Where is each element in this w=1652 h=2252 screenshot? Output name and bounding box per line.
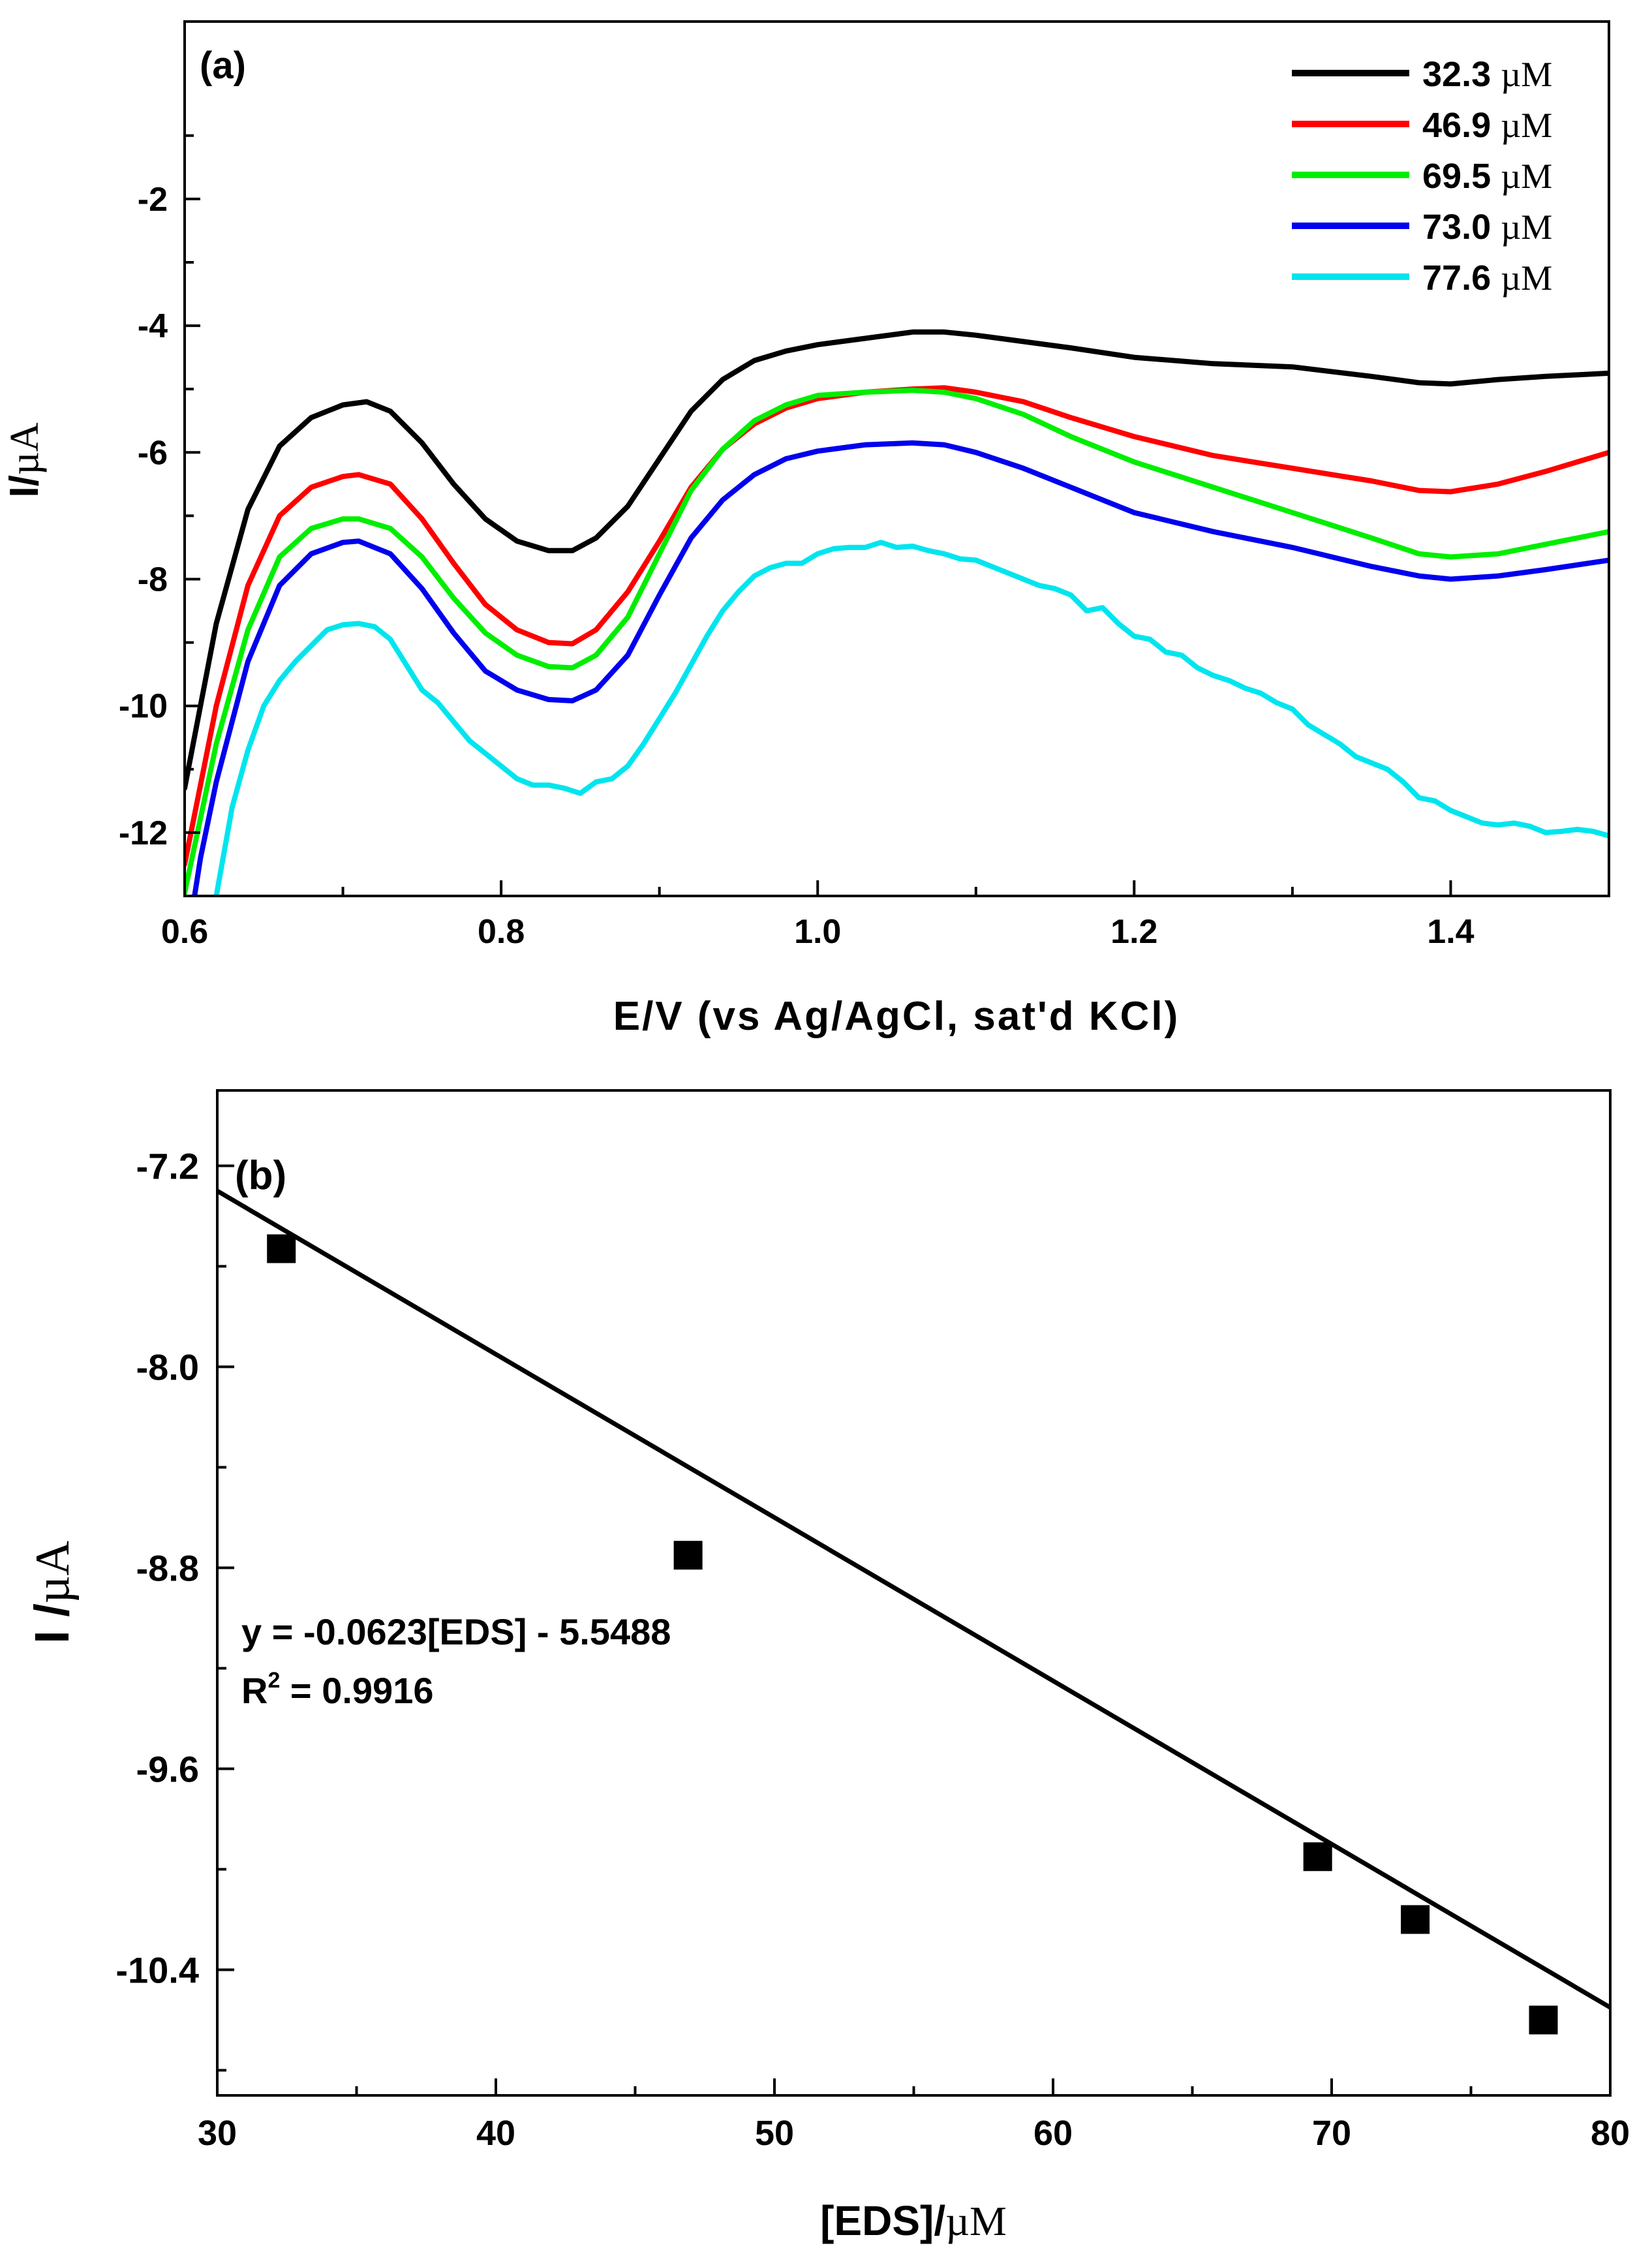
panel-b-series-group: [217, 1188, 1610, 2035]
panel-b-axes: 30 40 50 60 70 80 -10.4 -9.6 -8.8 -8.0 -7.2: [115, 1146, 1630, 2153]
panel-a-series-line-4: [213, 540, 1609, 896]
panel-a-x-tick-label: 0.8: [478, 913, 525, 951]
panel-b-y-tick-label: -10.4: [115, 1950, 199, 1991]
panel-a-series-line-1: [185, 385, 1609, 867]
legend-unit-2: µM: [1501, 157, 1552, 196]
panel-b-fit-equation: y = -0.0623[EDS] - 5.5488: [241, 1611, 671, 1652]
panel-b-x-tick-label: 50: [755, 2114, 794, 2153]
panel-a-chart: 0.6 0.8 1.0 1.2 1.4 -12 -10 -8 -6 -4 -2 (a) 32.3 µ…: [2, 20, 1610, 1039]
legend-unit-1: µM: [1501, 106, 1552, 145]
panel-b-x-axis-label-unit: µM: [945, 2198, 1007, 2244]
panel-a-series-line-2: [185, 388, 1609, 896]
panel-a-y-tick-label: -6: [138, 434, 168, 472]
panel-b-data-point-0: [267, 1234, 296, 1263]
panel-b-r-squared-value: = 0.9916: [280, 1670, 433, 1711]
panel-b-r-squared-sup: 2: [268, 1668, 280, 1693]
legend-label-3: 73.0 µM: [1422, 208, 1552, 247]
legend-value-2: 69.5: [1422, 157, 1501, 196]
legend-value-3: 73.0: [1422, 208, 1501, 247]
panel-a-x-tick-label: 1.0: [794, 913, 841, 951]
panel-b-x-tick-label: 70: [1312, 2114, 1351, 2153]
panel-b-chart: 30 40 50 60 70 80 -10.4 -9.6 -8.8 -8.0 -7.2 (b) y …: [25, 1089, 1630, 2244]
panel-a-x-tick-label: 0.6: [161, 913, 208, 951]
panel-a-series-line-3: [192, 440, 1609, 896]
panel-a-series-line-0: [185, 329, 1609, 791]
panel-b-x-axis-label-prefix: [EDS]/: [820, 2197, 945, 2244]
legend-unit-0: µM: [1501, 55, 1552, 94]
panel-b-data-point-1: [673, 1541, 703, 1570]
legend-label-0: 32.3 µM: [1422, 55, 1552, 94]
panel-b-y-axis-label: I /µA: [25, 1541, 80, 1644]
panel-b-r-squared-prefix: R: [241, 1670, 268, 1711]
panel-b-r-squared: R2 = 0.9916: [241, 1668, 433, 1711]
panel-a-label: (a): [200, 44, 246, 87]
panel-b-y-axis-label-prefix: I /: [25, 1603, 79, 1644]
panel-a-frame: [183, 20, 1610, 897]
panel-b-fit-line: [217, 1188, 1610, 2010]
panel-a-y-axis-label-prefix: I/: [2, 475, 47, 497]
panel-b-x-tick-label: 30: [198, 2114, 237, 2153]
legend-value-0: 32.3: [1422, 55, 1501, 94]
panel-a-y-tick-label: -8: [138, 561, 168, 598]
panel-a-x-axis-label: E/V (vs Ag/AgCl, sat'd KCl): [613, 994, 1180, 1039]
panel-b-data-point-4: [1529, 2005, 1558, 2035]
panel-b-data-point-2: [1303, 1842, 1332, 1872]
panel-a-y-axis-label-unit: µA: [3, 422, 47, 475]
panel-a-x-tick-label: 1.2: [1110, 913, 1157, 951]
panel-a-y-tick-label: -4: [138, 307, 168, 345]
panel-b-label: (b): [235, 1153, 286, 1198]
panel-b-y-axis-label-unit: µA: [26, 1541, 80, 1603]
panel-b-y-tick-label: -7.2: [136, 1146, 200, 1187]
panel-a-axes: 0.6 0.8 1.0 1.2 1.4 -12 -10 -8 -6 -4 -2: [119, 134, 1610, 951]
panel-a-y-tick-label: -2: [138, 181, 168, 219]
panel-b-y-tick-label: -8.8: [136, 1548, 200, 1589]
panel-b-y-tick-label: -9.6: [136, 1749, 200, 1790]
legend-unit-4: µM: [1501, 258, 1552, 298]
legend-value-1: 46.9: [1422, 106, 1501, 145]
panel-b-x-axis-label: [EDS]/µM: [820, 2197, 1007, 2244]
panel-a-y-tick-label: -10: [119, 688, 168, 726]
legend-label-2: 69.5 µM: [1422, 157, 1552, 196]
panel-b-y-tick-label: -8.0: [136, 1347, 200, 1388]
panel-a-x-tick-label: 1.4: [1427, 913, 1474, 951]
panel-b-x-tick-label: 60: [1033, 2114, 1073, 2153]
panel-a-y-tick-label: -12: [119, 814, 168, 852]
legend-label-4: 77.6 µM: [1422, 258, 1552, 298]
legend-unit-3: µM: [1501, 208, 1552, 247]
legend-value-4: 77.6: [1422, 258, 1501, 298]
panel-b-frame: [216, 1089, 1612, 2097]
panel-b-x-tick-label: 40: [476, 2114, 515, 2153]
legend-label-1: 46.9 µM: [1422, 106, 1552, 145]
panel-a-y-axis-label: I/µA: [2, 422, 47, 497]
panel-b-x-tick-label: 80: [1591, 2114, 1630, 2153]
panel-a-series-group: [185, 329, 1609, 896]
panel-b-data-point-3: [1401, 1905, 1430, 1934]
